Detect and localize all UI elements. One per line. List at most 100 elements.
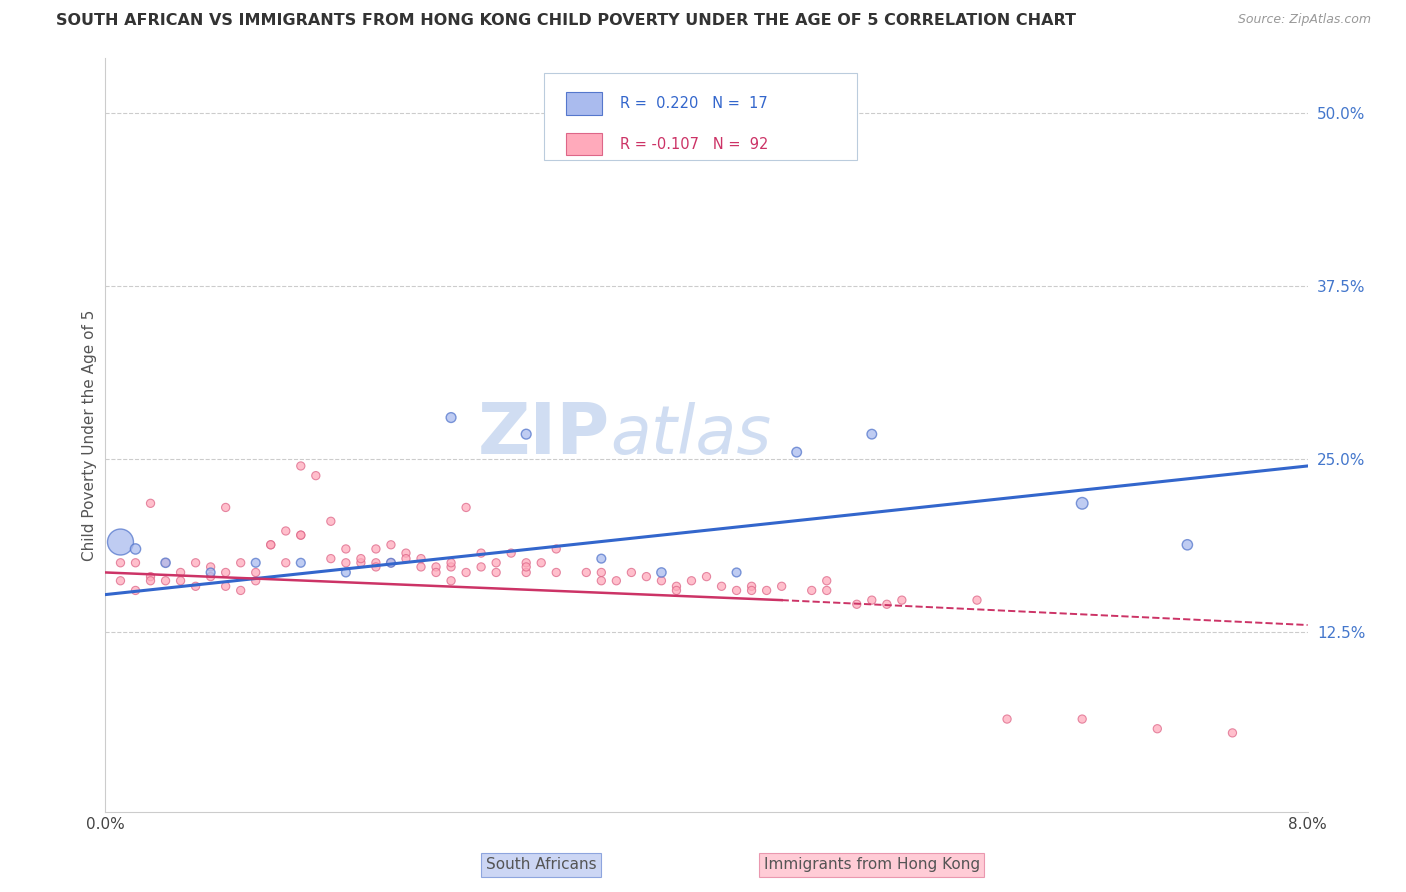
Point xyxy=(200,569,222,583)
Point xyxy=(815,574,838,588)
Point xyxy=(155,556,177,570)
Point xyxy=(1146,722,1168,736)
Point xyxy=(380,556,402,570)
Point xyxy=(335,566,357,580)
Point xyxy=(274,524,297,538)
Point xyxy=(364,541,387,556)
Point xyxy=(184,556,207,570)
Point xyxy=(1071,496,1094,510)
Point xyxy=(1071,712,1094,726)
Point xyxy=(200,566,222,580)
Point xyxy=(515,566,537,580)
Point xyxy=(966,593,988,607)
Point xyxy=(245,566,267,580)
Y-axis label: Child Poverty Under the Age of 5: Child Poverty Under the Age of 5 xyxy=(82,310,97,560)
Point xyxy=(214,566,236,580)
Text: R = -0.107   N =  92: R = -0.107 N = 92 xyxy=(620,136,768,152)
Point xyxy=(845,597,868,611)
Point xyxy=(290,528,312,542)
Point xyxy=(530,556,553,570)
Point xyxy=(364,560,387,574)
Point xyxy=(995,712,1018,726)
Point xyxy=(1222,726,1244,740)
Point xyxy=(380,538,402,552)
Point xyxy=(364,556,387,570)
Point xyxy=(139,574,162,588)
Point xyxy=(786,445,808,459)
Point xyxy=(155,556,177,570)
Point xyxy=(274,556,297,570)
Point xyxy=(1175,538,1198,552)
Point xyxy=(800,583,823,598)
Point xyxy=(876,597,898,611)
Point xyxy=(546,566,568,580)
Point xyxy=(636,569,658,583)
Point xyxy=(440,556,463,570)
Point xyxy=(425,566,447,580)
Point xyxy=(214,500,236,515)
Point xyxy=(575,566,598,580)
Point xyxy=(741,579,763,593)
Point xyxy=(710,579,733,593)
Point xyxy=(755,583,778,598)
Point xyxy=(725,566,748,580)
Point xyxy=(290,556,312,570)
Point xyxy=(605,574,627,588)
Point xyxy=(515,427,537,442)
Point xyxy=(440,574,463,588)
Point xyxy=(260,538,283,552)
Point xyxy=(229,556,252,570)
Point xyxy=(169,566,191,580)
Point xyxy=(454,566,477,580)
Point xyxy=(665,579,688,593)
Point xyxy=(290,458,312,473)
Point xyxy=(124,541,146,556)
Point xyxy=(409,560,432,574)
Point xyxy=(470,560,492,574)
Point xyxy=(485,556,508,570)
Point xyxy=(350,556,373,570)
Point xyxy=(245,574,267,588)
Point xyxy=(335,556,357,570)
Point xyxy=(214,579,236,593)
Point xyxy=(470,546,492,560)
Text: R =  0.220   N =  17: R = 0.220 N = 17 xyxy=(620,96,768,111)
Text: Immigrants from Hong Kong: Immigrants from Hong Kong xyxy=(763,857,980,872)
Point xyxy=(169,574,191,588)
Point xyxy=(395,551,418,566)
Point xyxy=(155,574,177,588)
Point xyxy=(440,560,463,574)
Point xyxy=(501,546,523,560)
Point xyxy=(290,528,312,542)
Point xyxy=(485,566,508,580)
Point xyxy=(124,556,146,570)
Point xyxy=(620,566,643,580)
Point xyxy=(515,560,537,574)
Point xyxy=(591,574,613,588)
Point xyxy=(260,538,283,552)
Point xyxy=(229,583,252,598)
Point xyxy=(815,583,838,598)
Point xyxy=(725,583,748,598)
Point xyxy=(591,551,613,566)
Point xyxy=(350,551,373,566)
Point xyxy=(770,579,793,593)
Text: SOUTH AFRICAN VS IMMIGRANTS FROM HONG KONG CHILD POVERTY UNDER THE AGE OF 5 CORR: SOUTH AFRICAN VS IMMIGRANTS FROM HONG KO… xyxy=(56,13,1076,29)
Point xyxy=(650,574,672,588)
Point xyxy=(319,514,342,528)
Point xyxy=(650,566,672,580)
Point xyxy=(409,551,432,566)
FancyBboxPatch shape xyxy=(544,73,856,160)
Point xyxy=(380,556,402,570)
Text: ZIP: ZIP xyxy=(478,401,610,469)
Point xyxy=(860,593,883,607)
Point xyxy=(319,551,342,566)
Text: Source: ZipAtlas.com: Source: ZipAtlas.com xyxy=(1237,13,1371,27)
FancyBboxPatch shape xyxy=(565,133,602,155)
FancyBboxPatch shape xyxy=(565,92,602,115)
Point xyxy=(200,560,222,574)
Point xyxy=(681,574,703,588)
Point xyxy=(440,410,463,425)
Point xyxy=(110,535,132,549)
Point xyxy=(665,583,688,598)
